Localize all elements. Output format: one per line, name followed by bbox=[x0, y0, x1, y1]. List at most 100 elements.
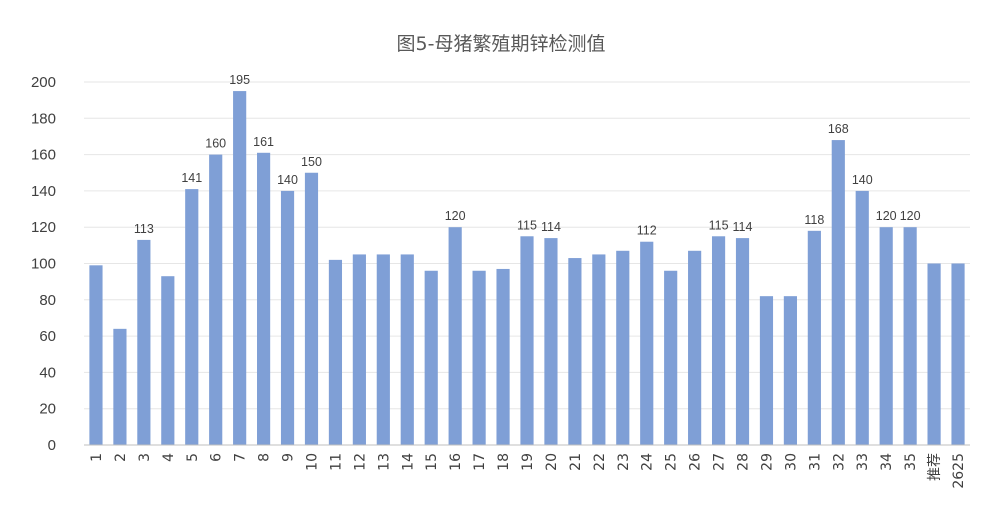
bar bbox=[257, 152, 271, 445]
bar bbox=[520, 236, 534, 445]
bar bbox=[89, 265, 103, 445]
x-tick-label: 4 bbox=[161, 453, 177, 462]
bar bbox=[592, 254, 606, 445]
x-tick-label: 26 bbox=[688, 453, 704, 471]
x-tick-label: 2625 bbox=[951, 453, 967, 489]
bar bbox=[711, 236, 726, 445]
data-label: 120 bbox=[445, 209, 466, 223]
chart-title: 图5-母猪繁殖期锌检测值 bbox=[397, 33, 606, 55]
x-tick-label: 8 bbox=[257, 453, 273, 462]
x-tick-label: 15 bbox=[424, 453, 440, 471]
y-tick-label: 120 bbox=[31, 219, 56, 236]
y-tick-label: 160 bbox=[31, 147, 56, 164]
x-tick-label: 28 bbox=[736, 453, 752, 471]
x-tick-label: 7 bbox=[233, 453, 249, 462]
y-axis-ticks: 0 20 40 60 80 100 120 140 160 180 200 bbox=[31, 74, 56, 454]
bar bbox=[831, 140, 845, 445]
y-tick-label: 140 bbox=[31, 183, 56, 200]
x-tick-label: 12 bbox=[352, 453, 368, 471]
data-label: 115 bbox=[709, 218, 729, 232]
bar bbox=[209, 154, 223, 445]
x-tick-label: 1 bbox=[89, 453, 105, 462]
y-tick-label: 100 bbox=[31, 256, 56, 273]
data-label: 161 bbox=[253, 135, 274, 149]
x-tick-label: 35 bbox=[903, 453, 919, 471]
bar bbox=[855, 190, 869, 445]
bar bbox=[448, 227, 462, 445]
x-tick-label: 5 bbox=[185, 453, 201, 462]
bar bbox=[424, 270, 438, 445]
x-axis-ticks: 1 2 3 4 5 6 7 8 9 10 11 12 13 14 15 16 17 18 19 20 21 22 23 24 2… bbox=[89, 453, 967, 489]
bar bbox=[568, 258, 582, 445]
y-tick-label: 20 bbox=[39, 401, 56, 418]
bar bbox=[400, 254, 414, 445]
data-label: 114 bbox=[733, 220, 753, 234]
x-tick-label: 10 bbox=[304, 453, 320, 471]
bar bbox=[759, 296, 774, 445]
x-tick-label: 6 bbox=[209, 453, 225, 462]
data-label: 141 bbox=[181, 171, 202, 185]
x-tick-label: 33 bbox=[855, 453, 871, 471]
data-label: 120 bbox=[900, 209, 921, 223]
data-label: 140 bbox=[852, 173, 873, 187]
bar bbox=[328, 259, 343, 445]
bar bbox=[951, 263, 965, 445]
x-tick-label: 32 bbox=[831, 453, 847, 471]
bar bbox=[352, 254, 366, 445]
data-label: 115 bbox=[517, 218, 537, 232]
x-tick-label: 29 bbox=[759, 453, 775, 471]
bar bbox=[472, 270, 486, 445]
x-tick-label: 16 bbox=[448, 453, 464, 471]
x-tick-label: 22 bbox=[592, 453, 608, 471]
data-label: 195 bbox=[229, 73, 250, 87]
data-label: 168 bbox=[828, 122, 849, 136]
x-tick-label: 9 bbox=[281, 453, 297, 462]
y-tick-label: 40 bbox=[39, 364, 56, 381]
data-label: 114 bbox=[541, 220, 561, 234]
data-label: 140 bbox=[277, 173, 298, 187]
x-tick-label: 2 bbox=[113, 453, 129, 462]
x-tick-label: 31 bbox=[807, 453, 823, 471]
bar bbox=[640, 241, 654, 445]
x-tick-label: 17 bbox=[472, 453, 488, 471]
x-tick-label: 14 bbox=[400, 453, 416, 471]
x-tick-label: 3 bbox=[137, 453, 153, 462]
bar bbox=[879, 227, 893, 445]
bar bbox=[688, 250, 702, 445]
x-tick-label: 21 bbox=[568, 453, 584, 471]
bar bbox=[233, 91, 247, 445]
bar bbox=[807, 230, 821, 445]
bar bbox=[185, 189, 199, 445]
data-label: 113 bbox=[134, 222, 154, 236]
x-tick-label: 25 bbox=[664, 453, 680, 471]
y-tick-label: 60 bbox=[39, 328, 56, 345]
bar bbox=[161, 276, 175, 445]
bars bbox=[89, 91, 965, 445]
x-tick-label: 30 bbox=[783, 453, 799, 471]
bar bbox=[927, 263, 941, 445]
x-tick-label: 18 bbox=[496, 453, 512, 471]
bar bbox=[280, 190, 295, 445]
bar bbox=[616, 250, 630, 445]
bar bbox=[735, 238, 750, 445]
data-label: 118 bbox=[804, 213, 824, 227]
bar bbox=[903, 227, 917, 445]
bar bbox=[137, 239, 151, 445]
x-tick-label: 11 bbox=[328, 453, 344, 471]
y-tick-label: 200 bbox=[31, 74, 56, 91]
data-label: 120 bbox=[876, 209, 897, 223]
bar bbox=[304, 172, 319, 445]
bar bbox=[376, 254, 390, 445]
bar bbox=[496, 268, 510, 445]
bar bbox=[113, 328, 127, 445]
y-tick-label: 180 bbox=[31, 110, 56, 127]
data-label: 160 bbox=[205, 137, 226, 151]
x-tick-label: 24 bbox=[640, 453, 656, 471]
bar bbox=[783, 296, 797, 445]
x-tick-label: 13 bbox=[376, 453, 392, 471]
y-tick-label: 0 bbox=[48, 437, 56, 454]
bar bbox=[664, 270, 678, 445]
y-tick-label: 80 bbox=[39, 292, 56, 309]
